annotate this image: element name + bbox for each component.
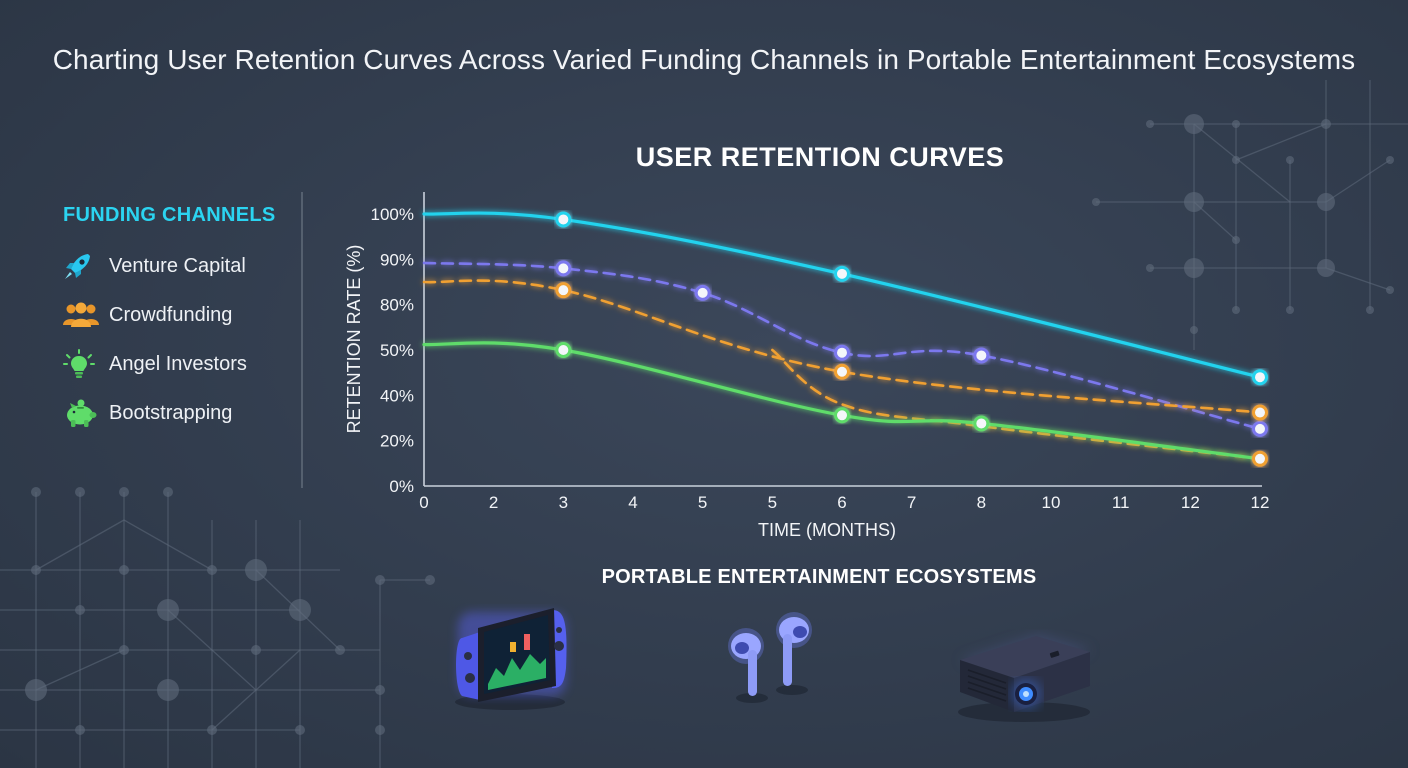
y-tick-label: 40% (380, 386, 414, 405)
legend-label: Angel Investors (109, 352, 247, 375)
piggy-bank-icon (62, 398, 100, 428)
legend-label: Crowdfunding (109, 303, 233, 326)
data-point (555, 282, 572, 299)
x-tick-label: 12 (1251, 493, 1270, 512)
data-point (1252, 420, 1268, 437)
legend-divider (301, 192, 303, 488)
y-tick-label: 80% (380, 296, 414, 315)
x-tick-label: 8 (977, 493, 986, 512)
people-group-icon (62, 300, 100, 330)
x-tick-label: 4 (628, 493, 637, 512)
x-tick-label: 5 (698, 493, 707, 512)
page-title: Charting User Retention Curves Across Va… (52, 44, 1356, 75)
y-tick-label: 50% (380, 341, 414, 360)
data-point (834, 363, 850, 380)
series-line-2 (422, 279, 1262, 414)
data-point (834, 344, 850, 361)
data-point (555, 260, 572, 277)
legend-label: Venture Capital (109, 254, 246, 277)
portable-projector-icon (958, 634, 1092, 722)
x-tick-label: 6 (837, 493, 846, 512)
data-point (834, 407, 850, 424)
x-tick-label: 0 (419, 493, 428, 512)
data-point (973, 415, 990, 432)
y-tick-label: 90% (380, 250, 414, 269)
chart-title: USER RETENTION CURVES (636, 142, 1005, 172)
y-tick-label: 0% (389, 477, 414, 496)
data-point (694, 284, 711, 301)
x-axis-label: TIME (MONTHS) (758, 520, 896, 540)
x-tick-label: 7 (907, 493, 916, 512)
data-point (973, 347, 990, 364)
data-point (834, 265, 850, 282)
legend-title: FUNDING CHANNELS (63, 204, 276, 226)
legend-item-crowdfunding: Crowdfunding (62, 300, 232, 330)
x-tick-label: 11 (1112, 493, 1130, 512)
legend-item-venture-capital: Venture Capital (62, 251, 246, 281)
y-tick-label: 20% (380, 432, 414, 451)
y-tick-label: 100% (371, 205, 414, 224)
legend-item-bootstrapping: Bootstrapping (62, 398, 232, 428)
x-tick-label: 3 (559, 493, 568, 512)
ecosystem-title: PORTABLE ENTERTAINMENT ECOSYSTEMS (601, 566, 1037, 588)
data-point (1252, 369, 1268, 386)
data-point (1252, 404, 1268, 421)
legend-item-angel-investors: Angel Investors (62, 349, 247, 379)
series-line-0 (422, 211, 1262, 379)
y-axis-label: RETENTION RATE (%) (344, 245, 364, 434)
x-tick-label: 10 (1042, 493, 1061, 512)
x-tick-label: 2 (489, 493, 498, 512)
rocket-icon (62, 251, 100, 281)
data-point (555, 211, 572, 228)
retention-line-chart: USER RETENTION CURVES RETENTION RATE (%)… (344, 142, 1270, 540)
circuit-network-top-right (1092, 80, 1408, 350)
handheld-console-icon (455, 608, 567, 710)
wireless-earbuds-icon (728, 612, 812, 703)
legend-label: Bootstrapping (109, 401, 233, 424)
x-tick-label: 12 (1181, 493, 1200, 512)
lightbulb-icon (62, 349, 100, 379)
data-point (1252, 450, 1268, 467)
x-tick-label: 5 (768, 493, 777, 512)
data-point (555, 342, 572, 358)
circuit-network-bottom-left (0, 487, 435, 768)
